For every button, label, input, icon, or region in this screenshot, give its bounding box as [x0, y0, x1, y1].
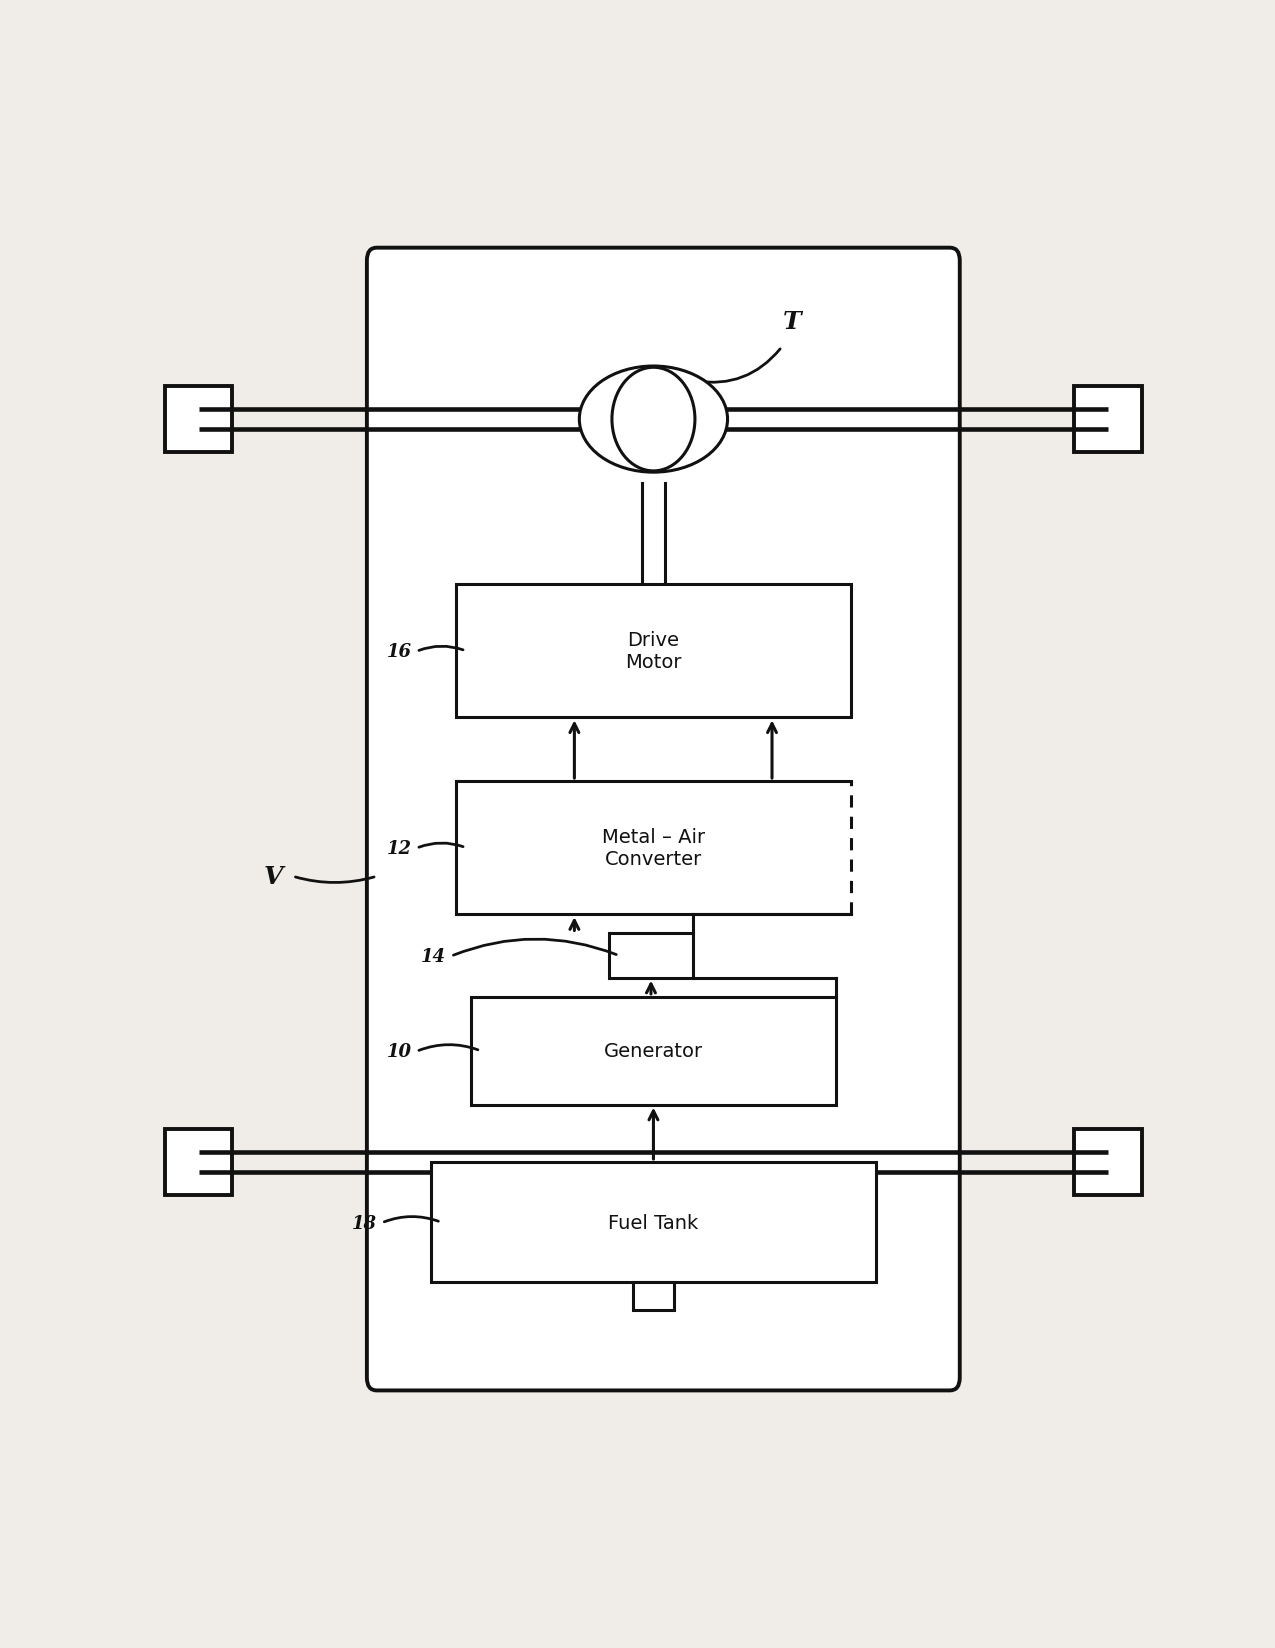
Text: Generator: Generator — [604, 1042, 703, 1061]
Bar — [1075, 1129, 1141, 1195]
Bar — [632, 1282, 674, 1310]
Text: 10: 10 — [386, 1043, 412, 1061]
Bar — [166, 387, 232, 453]
Text: 12: 12 — [386, 840, 412, 857]
Text: T: T — [783, 310, 801, 335]
Text: V: V — [264, 865, 283, 888]
Ellipse shape — [579, 368, 728, 473]
Bar — [166, 1129, 232, 1195]
Text: Drive
Motor: Drive Motor — [625, 631, 682, 672]
Bar — [609, 934, 694, 979]
Bar — [456, 585, 852, 719]
Bar — [1075, 387, 1141, 453]
Text: 18: 18 — [352, 1215, 377, 1233]
Bar — [456, 781, 852, 915]
FancyBboxPatch shape — [367, 249, 960, 1391]
Bar — [431, 1162, 876, 1282]
Bar — [470, 997, 836, 1106]
Text: Metal – Air
Converter: Metal – Air Converter — [602, 827, 705, 868]
Ellipse shape — [612, 368, 695, 471]
Text: 16: 16 — [386, 643, 412, 661]
Text: Fuel Tank: Fuel Tank — [608, 1213, 699, 1233]
Text: 14: 14 — [421, 948, 446, 966]
